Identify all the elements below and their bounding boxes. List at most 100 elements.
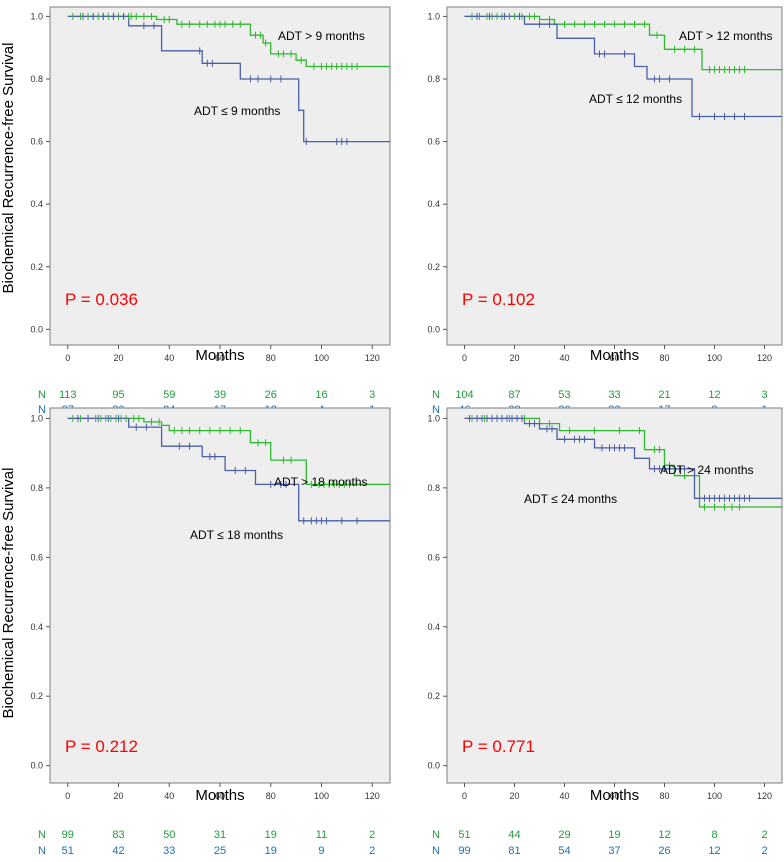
x-tick-label: 60: [609, 353, 619, 363]
risk-count: 2: [369, 829, 375, 841]
risk-count: 2: [761, 845, 767, 857]
x-axis-label: Months: [195, 347, 244, 364]
curve-annotation: ADT ≤ 18 months: [190, 528, 283, 542]
y-tick-label: 0.2: [30, 691, 43, 701]
x-tick-label: 100: [314, 353, 329, 363]
risk-count: 2: [369, 845, 375, 857]
plot-area: [446, 407, 783, 784]
risk-count: 8: [711, 829, 717, 841]
x-axis-label: Months: [590, 787, 639, 804]
x-axis-label: Months: [590, 347, 639, 364]
x-tick-label: 20: [509, 353, 519, 363]
x-tick-label: 100: [707, 353, 722, 363]
y-tick-label: 0.8: [427, 483, 440, 493]
risk-count: 33: [163, 845, 175, 857]
km-panel: 0.0 0.2 0.4 0.6 0.8 1.0 0 20 40 60 80 100 120 Months A…: [30, 6, 391, 416]
risk-count: 12: [708, 845, 720, 857]
km-panel: 0.0 0.2 0.4 0.6 0.8 1.0 0 20 40 60 80 100 120 Months A…: [427, 6, 783, 416]
survival-curve: [67, 417, 390, 522]
y-tick-label: 1.0: [30, 413, 43, 423]
risk-count: 21: [658, 389, 670, 401]
y-tick-label: 0.4: [427, 199, 440, 209]
risk-count: 59: [163, 389, 175, 401]
risk-count: 25: [214, 845, 226, 857]
risk-row-label: N: [38, 389, 46, 401]
risk-count: 29: [558, 829, 570, 841]
y-tick-label: 0.6: [427, 552, 440, 562]
y-tick-label: 0.4: [30, 199, 43, 209]
x-tick-label: 40: [164, 791, 174, 801]
x-tick-label: 20: [113, 791, 123, 801]
survival-curve: [464, 417, 782, 499]
x-tick-label: 0: [65, 791, 70, 801]
y-tick-label: 0.6: [427, 137, 440, 147]
p-value: P = 0.036: [65, 290, 138, 309]
risk-count: 39: [214, 389, 226, 401]
x-tick-label: 60: [215, 353, 225, 363]
curve-annotation: ADT ≤ 9 months: [194, 104, 280, 118]
x-tick-label: 40: [164, 353, 174, 363]
y-tick-label: 1.0: [30, 11, 43, 21]
x-axis-label: Months: [195, 787, 244, 804]
risk-count: 2: [761, 829, 767, 841]
x-tick-label: 100: [314, 791, 329, 801]
risk-row-label: N: [38, 845, 46, 857]
x-tick-label: 40: [559, 353, 569, 363]
risk-count: 81: [508, 845, 520, 857]
x-tick-label: 0: [65, 353, 70, 363]
y-tick-label: 0.4: [427, 622, 440, 632]
y-tick-label: 0.2: [427, 691, 440, 701]
risk-count: 99: [458, 845, 470, 857]
curve-annotation: ADT > 9 months: [278, 29, 365, 43]
y-tick-label: 1.0: [427, 413, 440, 423]
y-tick-label: 0.0: [427, 761, 440, 771]
y-tick-label: 0.8: [30, 74, 43, 84]
x-tick-label: 120: [365, 791, 380, 801]
survival-curve: [464, 15, 782, 71]
risk-count: 19: [265, 829, 277, 841]
curve-annotation: ADT > 24 months: [660, 463, 754, 477]
y-tick-label: 0.8: [427, 74, 440, 84]
risk-count: 26: [265, 389, 277, 401]
risk-count: 44: [508, 829, 520, 841]
risk-count: 113: [59, 389, 77, 401]
y-tick-label: 0.0: [30, 324, 43, 334]
x-tick-label: 80: [266, 791, 276, 801]
x-tick-label: 80: [266, 353, 276, 363]
x-tick-label: 60: [609, 791, 619, 801]
survival-curve: [67, 15, 390, 143]
risk-row-label: N: [432, 829, 440, 841]
y-tick-label: 0.6: [30, 552, 43, 562]
x-tick-label: 40: [559, 791, 569, 801]
curve-annotation: ADT ≤ 12 months: [589, 92, 682, 106]
survival-curve: [464, 15, 782, 118]
risk-count: 3: [761, 389, 767, 401]
risk-count: 87: [508, 389, 520, 401]
x-tick-label: 100: [707, 791, 722, 801]
risk-count: 99: [62, 829, 74, 841]
risk-count: 104: [455, 389, 473, 401]
risk-count: 3: [369, 389, 375, 401]
x-tick-label: 0: [462, 353, 467, 363]
risk-count: 37: [608, 845, 620, 857]
risk-count: 95: [112, 389, 124, 401]
risk-count: 51: [458, 829, 470, 841]
x-tick-label: 60: [215, 791, 225, 801]
y-tick-label: 1.0: [427, 11, 440, 21]
x-tick-label: 120: [757, 353, 772, 363]
risk-count: 31: [214, 829, 226, 841]
risk-count: 26: [658, 845, 670, 857]
y-tick-label: 0.0: [30, 761, 43, 771]
p-value: P = 0.102: [462, 290, 535, 309]
risk-count: 12: [708, 389, 720, 401]
risk-row-label: N: [38, 404, 46, 416]
risk-count: 19: [265, 845, 277, 857]
risk-row-label: N: [432, 389, 440, 401]
y-tick-label: 0.8: [30, 483, 43, 493]
risk-count: 53: [558, 389, 570, 401]
curve-annotation: ADT > 18 months: [274, 475, 368, 489]
risk-count: 54: [558, 845, 570, 857]
risk-row-label: N: [432, 404, 440, 416]
risk-count: 51: [62, 845, 74, 857]
